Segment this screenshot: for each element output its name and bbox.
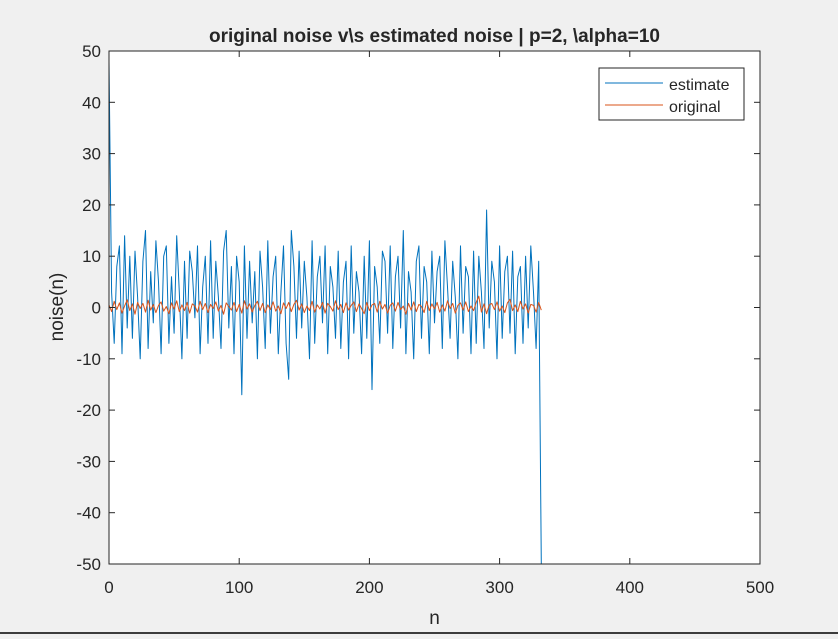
series-line-original	[108, 295, 542, 315]
x-tick-label: 300	[485, 578, 513, 597]
window-bottom-edge	[0, 632, 838, 634]
legend-box	[598, 67, 745, 121]
x-tick-label: 100	[225, 578, 253, 597]
legend: estimate original	[598, 67, 745, 121]
y-tick-label: 40	[82, 93, 101, 112]
x-tick-label: 200	[355, 578, 383, 597]
y-axis-label: noise(n)	[47, 273, 68, 342]
ticks-layer: 0 100 200 300 400 50050403020100-10-20-30-40-…	[76, 42, 774, 597]
series-line-estimate	[108, 61, 542, 565]
y-tick-label: -20	[76, 401, 101, 420]
y-tick-label: -40	[76, 504, 101, 523]
y-tick-label: 20	[82, 196, 101, 215]
y-tick-label: -50	[76, 555, 101, 574]
y-tick-label: -10	[76, 350, 101, 369]
y-tick-label: 0	[92, 299, 101, 318]
legend-label-original: original	[669, 99, 721, 116]
x-tick-label: 400	[616, 578, 644, 597]
legend-label-estimate: estimate	[669, 77, 730, 94]
y-tick-label: 10	[82, 247, 101, 266]
chart-title: original noise v\s estimated noise | p=2…	[209, 26, 660, 47]
y-tick-label: 50	[82, 42, 101, 61]
x-tick-label: 500	[746, 578, 774, 597]
series-layer	[108, 61, 542, 565]
y-tick-label: -30	[76, 452, 101, 471]
x-tick-label: 0	[104, 578, 113, 597]
x-axis-label: n	[429, 608, 440, 629]
y-tick-label: 30	[82, 145, 101, 164]
